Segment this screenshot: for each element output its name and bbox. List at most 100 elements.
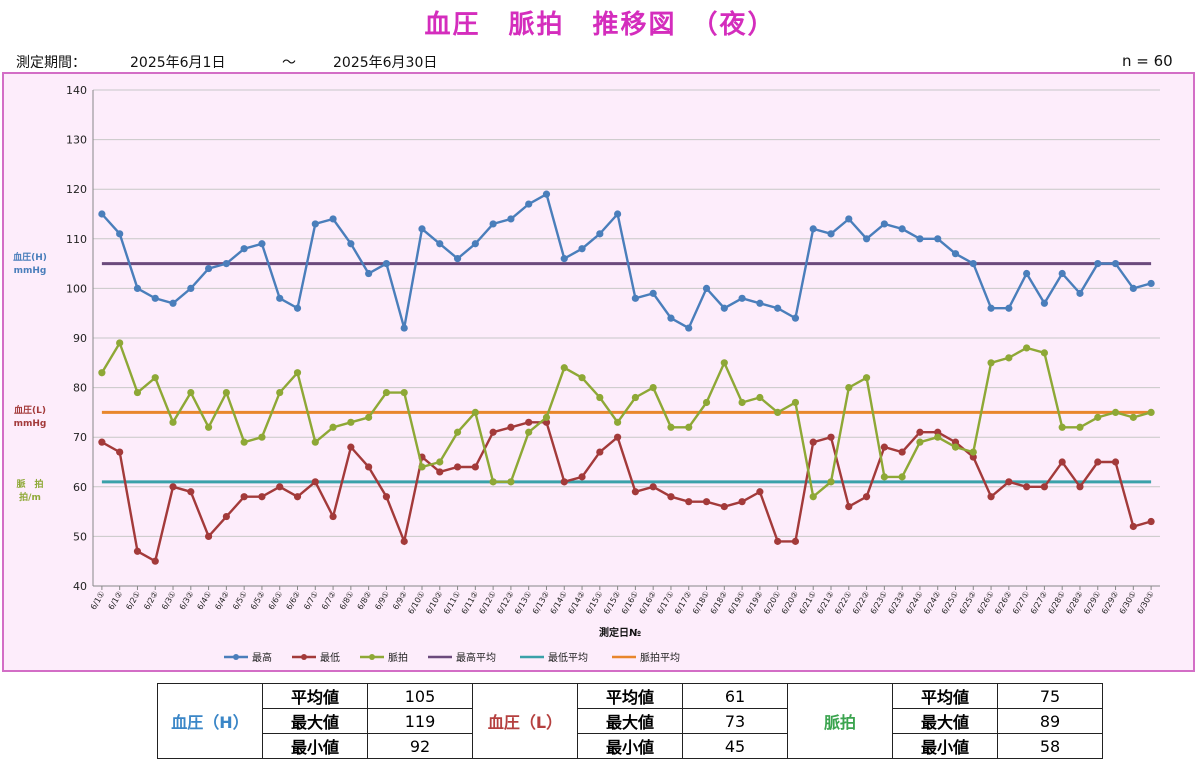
point-low xyxy=(987,493,995,501)
point-low xyxy=(222,512,230,521)
point-high xyxy=(240,245,248,253)
point-high xyxy=(667,314,675,322)
x-tick-label: 6/1① xyxy=(89,590,107,612)
point-pulse xyxy=(578,374,586,382)
point-pulse xyxy=(685,423,693,431)
x-tick-label: 6/30① xyxy=(1135,590,1155,616)
point-low xyxy=(596,448,604,456)
point-low xyxy=(276,483,284,491)
point-pulse xyxy=(898,473,906,481)
summary-pulse-avg-value: 75 xyxy=(997,683,1103,709)
point-low xyxy=(631,488,639,496)
point-low xyxy=(133,547,142,555)
point-low xyxy=(311,478,319,486)
point-pulse xyxy=(1005,354,1013,362)
point-pulse xyxy=(453,428,462,436)
point-high xyxy=(738,294,746,302)
summary-pulse-avg-label: 平均値 xyxy=(892,683,998,709)
point-low xyxy=(453,463,462,471)
summary-table: 血圧（H） 平均値 105 血圧（L） 平均値 61 脈拍 平均値 75 最大値… xyxy=(157,683,1103,759)
point-high xyxy=(258,240,266,248)
point-high xyxy=(1023,269,1031,278)
series-line-pulse xyxy=(100,340,1152,499)
summary-high-min-value: 92 xyxy=(367,733,473,759)
legend-label-low_avg: 最低平均 xyxy=(548,651,588,664)
summary-low-avg-value: 61 xyxy=(682,683,788,709)
legend-label-high_avg: 最高平均 xyxy=(456,651,496,664)
point-high xyxy=(329,215,337,223)
point-low xyxy=(116,448,124,456)
point-pulse xyxy=(969,448,977,456)
point-low xyxy=(880,443,888,451)
point-pulse xyxy=(187,388,195,397)
legend: 最高 最低 脈拍 最高平均 最低平均 脈拍平均 xyxy=(224,651,680,664)
point-high xyxy=(720,304,728,312)
point-pulse xyxy=(934,433,942,441)
point-low xyxy=(258,493,266,501)
x-tick-label: 6/8① xyxy=(338,590,356,612)
point-pulse xyxy=(560,364,568,372)
summary-pulse-min-label: 最小値 xyxy=(892,733,998,759)
ylabel-high-1: 血圧(H) xyxy=(13,251,47,263)
y-axis-titles: 血圧(H) mmHg 血圧(L) mmHg 脈 拍 拍/m xyxy=(13,251,47,503)
point-low xyxy=(934,428,942,436)
point-low xyxy=(98,438,106,446)
point-low xyxy=(720,503,728,511)
summary-low-max-label: 最大値 xyxy=(577,708,683,734)
summary-pulse-min-value: 58 xyxy=(997,733,1103,759)
point-high xyxy=(560,255,568,263)
y-tick-label: 90 xyxy=(73,332,87,345)
point-high xyxy=(649,289,657,297)
point-high xyxy=(542,190,551,198)
legend-marker-low xyxy=(301,654,307,660)
y-axis: 40 50 60 70 80 90 100 110 120 130 140 xyxy=(66,84,94,593)
point-low xyxy=(702,498,711,506)
point-low xyxy=(382,493,391,501)
point-low xyxy=(542,418,551,426)
point-high xyxy=(400,324,408,332)
point-pulse xyxy=(596,393,604,402)
legend-marker-high xyxy=(233,654,239,660)
point-pulse xyxy=(311,438,319,446)
point-high xyxy=(1129,284,1137,292)
point-pulse xyxy=(649,384,657,392)
point-high xyxy=(702,284,711,292)
point-low xyxy=(756,488,764,496)
point-low xyxy=(293,493,302,501)
period-label: 測定期間： xyxy=(16,55,86,71)
series-line-high xyxy=(101,192,1152,330)
ylabel-high-2: mmHg xyxy=(14,266,47,276)
point-low xyxy=(347,443,355,451)
x-tick-label: 6/7① xyxy=(302,590,320,612)
point-high xyxy=(453,255,462,263)
point-high xyxy=(862,235,871,243)
point-low xyxy=(560,478,568,486)
period-start: 2025年6月1日 xyxy=(130,55,226,71)
point-pulse xyxy=(951,443,960,451)
point-pulse xyxy=(738,398,746,407)
point-high xyxy=(471,240,479,248)
point-high xyxy=(276,294,284,302)
summary-pulse-max-label: 最大値 xyxy=(892,708,998,734)
point-high xyxy=(365,269,373,278)
point-pulse xyxy=(329,423,337,431)
grid-lines xyxy=(93,89,1160,587)
summary-high-label: 血圧（H） xyxy=(157,683,263,759)
point-low xyxy=(738,498,746,506)
point-high xyxy=(151,294,159,302)
point-pulse xyxy=(1129,413,1137,421)
point-pulse xyxy=(1023,344,1031,352)
point-high xyxy=(880,220,888,228)
y-tick-label: 80 xyxy=(73,382,87,395)
point-pulse xyxy=(276,388,284,397)
y-tick-label: 100 xyxy=(66,282,87,295)
point-low xyxy=(1040,483,1049,491)
point-pulse xyxy=(98,369,106,377)
point-high xyxy=(347,240,355,248)
period-end: 2025年6月30日 xyxy=(333,55,438,71)
point-high xyxy=(116,230,124,238)
point-low xyxy=(169,483,177,491)
point-high xyxy=(133,284,142,292)
summary-high-max-label: 最大値 xyxy=(262,708,368,734)
x-tick-label: 6/4② xyxy=(213,590,231,612)
